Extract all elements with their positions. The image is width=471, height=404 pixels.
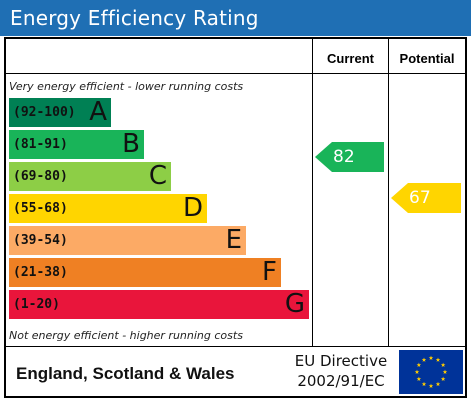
note-efficient: Very energy efficient - lower running co…	[9, 80, 244, 93]
band-letter-label: B	[122, 129, 140, 159]
band-range-label: (81-91)	[13, 137, 68, 152]
rating-table: Current Potential Very energy efficient …	[4, 37, 467, 398]
band-letter-label: A	[89, 97, 107, 127]
flag-star	[440, 362, 446, 367]
flag-star	[421, 381, 427, 387]
flag-star	[440, 376, 446, 381]
potential-rating-value: 67	[409, 188, 431, 208]
band-letter-label: C	[148, 161, 167, 191]
header-divider	[6, 73, 465, 74]
band-d: (55-68) D	[9, 194, 207, 223]
title-bar: Energy Efficiency Rating	[0, 0, 471, 36]
flag-star	[435, 357, 441, 362]
region-label: England, Scotland & Wales	[16, 364, 235, 383]
band-letter-label: G	[284, 289, 305, 319]
flag-star	[421, 357, 427, 362]
potential-rating-arrow: 67	[391, 183, 461, 213]
flag-star	[435, 381, 441, 387]
column-divider-potential	[388, 39, 389, 347]
footer-divider	[6, 346, 465, 347]
note-inefficient: Not energy efficient - higher running co…	[9, 329, 243, 342]
band-letter-label: F	[262, 257, 277, 287]
eu-directive-line1: EU Directive	[294, 352, 388, 370]
band-c: (69-80) C	[9, 162, 171, 191]
band-f: (21-38) F	[9, 258, 281, 287]
band-g: (1-20) G	[9, 290, 309, 319]
band-range-label: (69-80)	[13, 169, 68, 184]
flag-star	[428, 355, 434, 360]
flag-star	[414, 369, 420, 374]
eu-directive-label: EU Directive 2002/91/EC	[286, 351, 396, 391]
flag-star	[442, 369, 448, 374]
current-rating-arrow: 82	[315, 142, 384, 172]
column-header-potential: Potential	[399, 51, 455, 66]
band-a: (92-100) A	[9, 98, 111, 127]
flag-star	[416, 362, 422, 367]
band-range-label: (39-54)	[13, 233, 68, 248]
flag-star	[428, 383, 434, 388]
column-divider-current	[312, 39, 313, 347]
band-range-label: (1-20)	[13, 297, 60, 312]
current-rating-value: 82	[333, 147, 355, 167]
column-header-current: Current	[327, 51, 374, 66]
band-b: (81-91) B	[9, 130, 144, 159]
band-range-label: (55-68)	[13, 201, 68, 216]
band-letter-label: E	[225, 225, 242, 255]
band-range-label: (92-100)	[13, 105, 76, 120]
band-letter-label: D	[182, 193, 203, 223]
flag-star	[416, 376, 422, 381]
eu-flag-icon	[399, 350, 463, 394]
page-title: Energy Efficiency Rating	[10, 6, 259, 30]
band-e: (39-54) E	[9, 226, 246, 255]
band-range-label: (21-38)	[13, 265, 68, 280]
eu-directive-line2: 2002/91/EC	[297, 372, 385, 390]
